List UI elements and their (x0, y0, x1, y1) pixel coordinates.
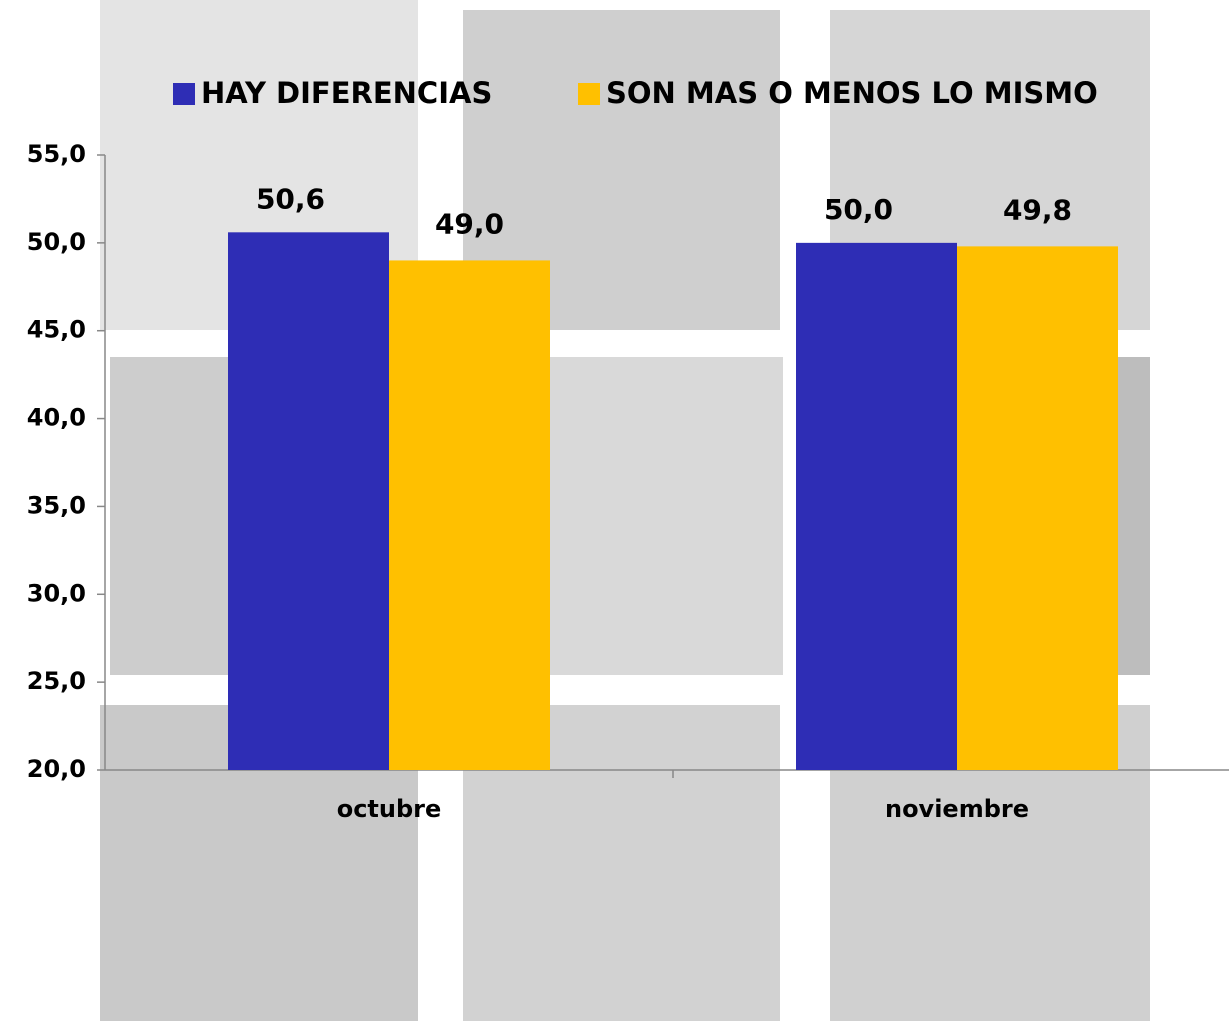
y-tick-label: 50,0 (27, 228, 86, 256)
y-tick-label: 30,0 (27, 579, 86, 607)
value-label: 50,0 (824, 193, 893, 226)
photo (1118, 357, 1150, 675)
bar (796, 243, 957, 770)
x-tick-label: noviembre (885, 795, 1029, 823)
y-tick-label: 35,0 (27, 491, 86, 519)
chart: HAY DIFERENCIASSON MAS O MENOS LO MISMO … (0, 0, 1229, 1021)
x-tick-label: octubre (337, 795, 442, 823)
bar (389, 260, 550, 770)
legend-swatch (173, 83, 195, 105)
value-label: 49,0 (435, 207, 504, 240)
value-label: 49,8 (1003, 193, 1072, 226)
y-tick-label: 25,0 (27, 667, 86, 695)
y-tick-label: 45,0 (27, 316, 86, 344)
value-label: 50,6 (256, 182, 325, 215)
bar (228, 232, 389, 770)
legend-label: HAY DIFERENCIAS (201, 76, 492, 110)
y-tick-label: 40,0 (27, 404, 86, 432)
page: HAY DIFERENCIASSON MAS O MENOS LO MISMO … (0, 0, 1229, 1021)
legend-label: SON MAS O MENOS LO MISMO (606, 76, 1098, 110)
legend: HAY DIFERENCIAS SON MAS O MENOS LO MISMO (173, 76, 1098, 110)
bar (957, 246, 1118, 770)
y-tick-label: 55,0 (27, 140, 86, 168)
photo (540, 357, 783, 675)
legend-swatch (578, 83, 600, 105)
y-tick-label: 20,0 (27, 755, 86, 783)
